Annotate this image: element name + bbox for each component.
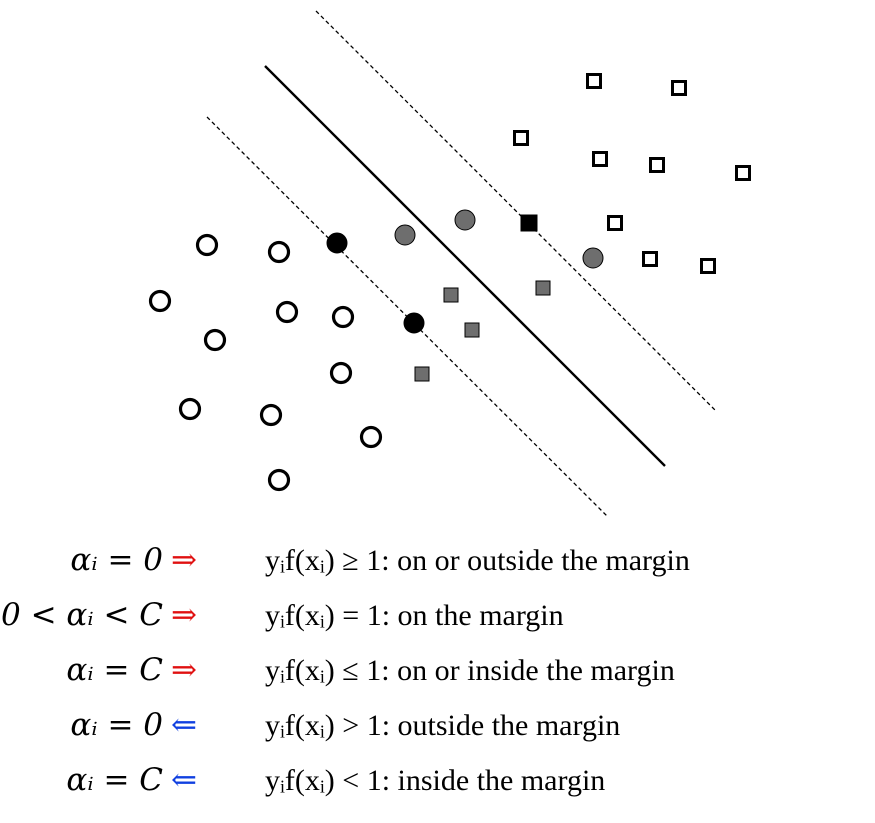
lines-layer (206, 10, 716, 518)
circle-marker-white (329, 361, 353, 385)
square-marker-white (592, 151, 608, 167)
condition-alpha: αᵢ = 0 (70, 707, 163, 743)
condition-margin-text: yᵢf(xᵢ) < 1: inside the margin (265, 764, 605, 797)
circle-marker-white (148, 289, 172, 313)
condition-row: αᵢ = C ⇐ yᵢf(xᵢ) < 1: inside the margin (66, 762, 605, 798)
implication-arrow: ⇒ (171, 542, 197, 577)
circle-marker-gray (454, 209, 476, 231)
implication-arrow: ⇐ (171, 762, 197, 797)
circle-marker-gray (394, 224, 416, 246)
square-marker-white (513, 130, 529, 146)
conditions-table: αᵢ = 0 ⇒ yᵢf(xᵢ) ≥ 1: on or outside the ma… (1, 542, 690, 798)
condition-alpha: αᵢ = C (66, 652, 163, 688)
condition-alpha: αᵢ = C (66, 762, 163, 798)
circle-marker-white (178, 397, 202, 421)
square-marker-white (586, 73, 602, 89)
markers-layer (148, 73, 751, 492)
implication-arrow: ⇒ (171, 597, 197, 632)
square-marker-gray (464, 322, 480, 338)
square-marker-gray (414, 366, 430, 382)
circle-marker-white (267, 240, 291, 264)
square-marker-white (649, 157, 665, 173)
condition-row: αᵢ = 0 ⇐ yᵢf(xᵢ) > 1: outside the margin (70, 707, 620, 743)
condition-row: αᵢ = C ⇒ yᵢf(xᵢ) ≤ 1: on or inside the mar… (66, 652, 674, 688)
margin-line-right (315, 10, 716, 411)
decision-boundary (264, 65, 666, 467)
square-marker-white (735, 165, 751, 181)
circle-marker-white (359, 425, 383, 449)
implication-arrow: ⇐ (171, 707, 197, 742)
condition-alpha: 0 < αᵢ < C (1, 597, 163, 633)
circle-marker-white (259, 403, 283, 427)
square-marker-white (700, 258, 716, 274)
implication-arrow: ⇒ (171, 652, 197, 687)
condition-row: 0 < αᵢ < C ⇒ yᵢf(xᵢ) = 1: on the margin (1, 597, 564, 633)
circle-marker-white (275, 300, 299, 324)
circle-marker-white (203, 328, 227, 352)
square-marker-white (671, 80, 687, 96)
condition-margin-text: yᵢf(xᵢ) ≥ 1: on or outside the margin (265, 544, 690, 577)
condition-row: αᵢ = 0 ⇒ yᵢf(xᵢ) ≥ 1: on or outside the ma… (70, 542, 689, 578)
condition-margin-text: yᵢf(xᵢ) = 1: on the margin (265, 599, 564, 632)
square-marker-white (642, 251, 658, 267)
condition-margin-text: yᵢf(xᵢ) ≤ 1: on or inside the margin (265, 654, 675, 687)
circle-marker-black (326, 232, 348, 254)
circle-marker-white (195, 233, 219, 257)
square-marker-white (607, 215, 623, 231)
circle-marker-white (267, 468, 291, 492)
square-marker-gray (443, 287, 459, 303)
condition-alpha: αᵢ = 0 (70, 542, 163, 578)
circle-marker-black (403, 312, 425, 334)
condition-margin-text: yᵢf(xᵢ) > 1: outside the margin (265, 709, 620, 742)
circle-marker-gray (582, 247, 604, 269)
square-marker-black (520, 214, 538, 232)
circle-marker-white (331, 305, 355, 329)
square-marker-gray (535, 280, 551, 296)
